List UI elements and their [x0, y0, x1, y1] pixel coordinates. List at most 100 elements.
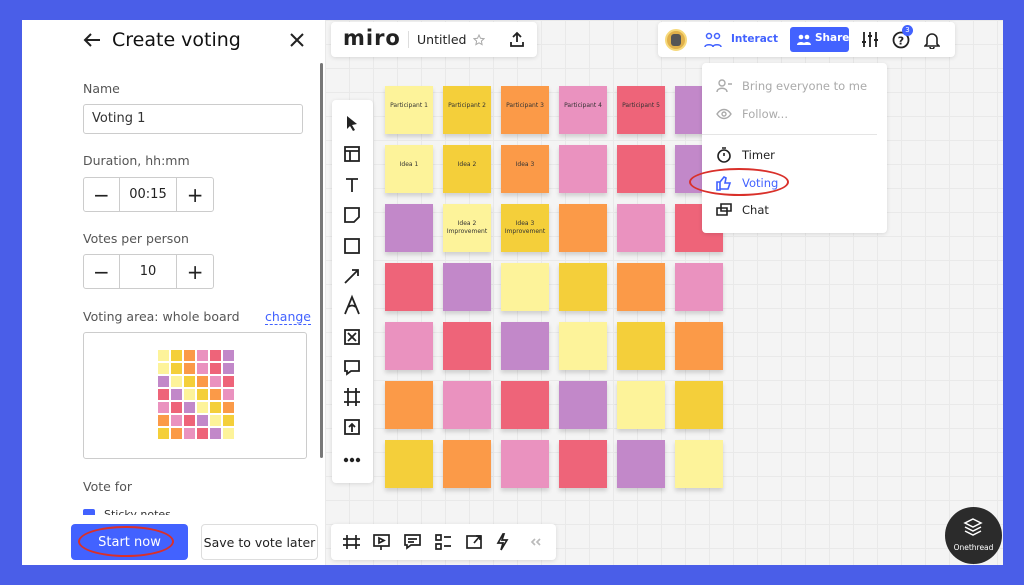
votes-label: Votes per person — [83, 231, 189, 246]
sticky-note[interactable] — [559, 322, 607, 370]
preview-note — [223, 428, 234, 439]
sticky-note[interactable] — [559, 440, 607, 488]
sticky-note[interactable] — [675, 263, 723, 311]
sticky-note[interactable]: Idea 3 — [501, 145, 549, 193]
sticky-note[interactable] — [617, 145, 665, 193]
increment-button[interactable]: + — [186, 259, 204, 284]
interact-menu: Bring everyone to me Follow... Timer Vot… — [689, 63, 887, 233]
tool-icons[interactable] — [332, 100, 373, 483]
save-button[interactable]: Save to vote later — [201, 524, 318, 560]
menu-item-label: Chat — [742, 203, 769, 217]
sticky-note[interactable]: Idea 2 — [443, 145, 491, 193]
sticky-note[interactable] — [617, 440, 665, 488]
duration-label: Duration, hh:mm — [83, 153, 190, 168]
sticky-note[interactable] — [559, 381, 607, 429]
name-label: Name — [83, 81, 120, 96]
sticky-note[interactable] — [617, 322, 665, 370]
menu-item[interactable]: Timer — [716, 147, 775, 163]
preview-note — [158, 389, 169, 400]
logo: miro — [343, 26, 401, 50]
sticky-note[interactable] — [385, 263, 433, 311]
sticky-note[interactable] — [501, 381, 549, 429]
sticky-note[interactable] — [559, 263, 607, 311]
scrollbar — [320, 63, 323, 458]
preview-note — [158, 402, 169, 413]
board-name[interactable]: Untitled — [417, 32, 467, 47]
duration-value[interactable]: 00:15 — [120, 178, 178, 211]
share-button[interactable]: Share — [790, 27, 849, 52]
preview-note — [210, 402, 221, 413]
increment-button[interactable]: + — [186, 182, 204, 207]
preview-note — [158, 363, 169, 374]
settings-icon[interactable] — [861, 31, 879, 48]
sticky-note[interactable] — [385, 381, 433, 429]
sticky-note[interactable] — [501, 322, 549, 370]
preview-note — [184, 402, 195, 413]
help-icon[interactable]: ? — [892, 31, 910, 49]
preview-note — [223, 415, 234, 426]
interact-icon[interactable] — [704, 31, 722, 49]
voting-panel: Create voting Name Voting 1 Duration, hh… — [22, 20, 325, 565]
menu-item-label: Follow... — [742, 107, 788, 121]
bottom-tool-icons[interactable] — [331, 524, 556, 560]
votes-stepper: − 10 + — [83, 254, 214, 289]
sticky-note[interactable]: Idea 1 — [385, 145, 433, 193]
votes-value[interactable]: 10 — [120, 255, 178, 288]
star-icon[interactable] — [473, 34, 485, 46]
sticky-note[interactable]: Participant 2 — [443, 86, 491, 134]
bottom-toolbar — [331, 524, 556, 560]
avatar[interactable] — [665, 29, 687, 51]
menu-item-label: Bring everyone to me — [742, 79, 868, 93]
preview-note — [223, 389, 234, 400]
sticky-note[interactable] — [675, 381, 723, 429]
sticky-note[interactable] — [443, 263, 491, 311]
sticky-note[interactable] — [675, 322, 723, 370]
name-input[interactable]: Voting 1 — [83, 104, 303, 134]
sticky-note[interactable] — [675, 440, 723, 488]
sticky-note[interactable] — [443, 440, 491, 488]
sticky-note[interactable] — [617, 204, 665, 252]
sticky-note[interactable]: Participant 5 — [617, 86, 665, 134]
preview-note — [184, 428, 195, 439]
close-button[interactable] — [289, 32, 305, 48]
menu-item[interactable]: Follow... — [716, 107, 788, 121]
sticky-note[interactable] — [385, 322, 433, 370]
sticky-note[interactable]: Participant 4 — [559, 86, 607, 134]
preview-note — [197, 415, 208, 426]
board-header: miro Untitled — [331, 22, 537, 57]
share-label: Share — [815, 32, 850, 44]
sticky-note[interactable] — [443, 322, 491, 370]
sticky-note[interactable] — [501, 440, 549, 488]
preview-note — [184, 363, 195, 374]
sticky-note[interactable]: Idea 3 Improvement — [501, 204, 549, 252]
svg-text:?: ? — [898, 35, 904, 48]
preview-note — [197, 428, 208, 439]
sticky-note[interactable]: Participant 3 — [501, 86, 549, 134]
sticky-note[interactable] — [559, 204, 607, 252]
sticky-note[interactable] — [385, 440, 433, 488]
preview-note — [223, 363, 234, 374]
back-button[interactable] — [82, 31, 102, 49]
interact-button[interactable]: Interact — [731, 33, 779, 45]
decrement-button[interactable]: − — [84, 255, 120, 288]
sticky-note[interactable]: Idea 2 Improvement — [443, 204, 491, 252]
sticky-note[interactable] — [385, 204, 433, 252]
change-link[interactable]: change — [265, 309, 312, 325]
sticky-note[interactable] — [617, 381, 665, 429]
decrement-button[interactable]: − — [84, 178, 120, 211]
sticky-note[interactable] — [617, 263, 665, 311]
sticky-note[interactable] — [443, 381, 491, 429]
export-icon[interactable] — [509, 31, 525, 48]
menu-item[interactable]: Bring everyone to me — [716, 79, 867, 93]
preview-note — [184, 389, 195, 400]
menu-item[interactable]: Chat — [716, 203, 769, 217]
preview-note — [197, 389, 208, 400]
preview-note — [210, 389, 221, 400]
notifications-icon[interactable] — [924, 31, 940, 49]
sticky-note[interactable] — [501, 263, 549, 311]
sticky-note[interactable] — [559, 145, 607, 193]
preview-note — [171, 415, 182, 426]
help-badge: 3 — [902, 25, 913, 36]
sticky-note[interactable]: Participant 1 — [385, 86, 433, 134]
preview-note — [210, 376, 221, 387]
